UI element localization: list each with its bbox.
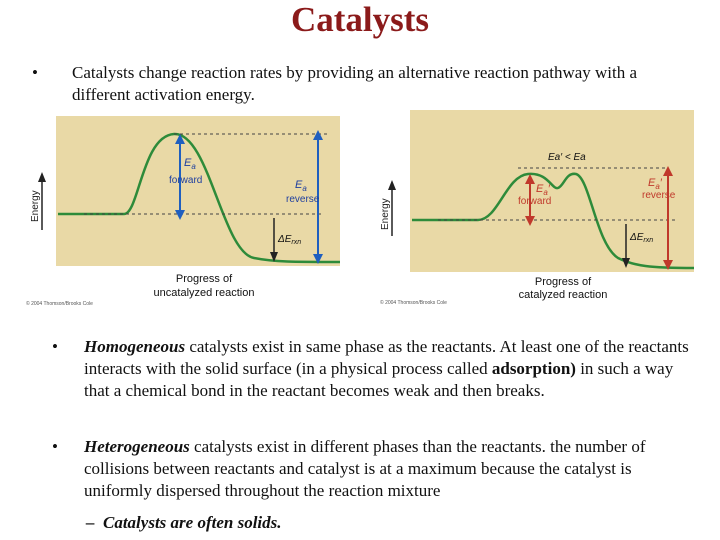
reverse-ea-arrowtail-icon — [663, 260, 673, 270]
sub-bullet-text: Catalysts are often solids. — [103, 513, 282, 532]
delta-e-label: ΔErxn — [629, 232, 653, 244]
diagram-background — [56, 116, 340, 266]
bullet-text-rest: catalysts exist in different phases than… — [84, 437, 646, 500]
caption-line-1: Progress of — [535, 276, 592, 288]
forward-label: forward — [169, 175, 202, 186]
term-heterogeneous: Heterogeneous — [84, 437, 190, 456]
diagram-background — [410, 110, 694, 272]
reverse-label: reverse — [642, 190, 676, 201]
ea-compare-label: Ea′ < Ea — [548, 152, 586, 163]
energy-axis-label: Energy — [30, 190, 41, 222]
energy-axis-arrowhead-icon — [38, 172, 46, 182]
bullet-marker: • — [32, 63, 38, 82]
reverse-ea-arrowhead-icon — [663, 166, 673, 176]
forward-label: forward — [518, 196, 551, 207]
copyright-notice: © 2004 Thomson/Brooks Cole — [26, 300, 93, 307]
catalyzed-diagram-svg: Energy Ea′ < Ea Ea′ forward Ea′ reverse … — [380, 110, 695, 306]
delta-e-arrowhead-icon — [270, 252, 278, 262]
reverse-ea-label: Ea′ — [648, 177, 663, 191]
bullet-text: Homogeneous catalysts exist in same phas… — [84, 336, 696, 402]
term-adsorption: adsorption) — [491, 359, 576, 378]
caption-line-2: uncatalyzed reaction — [154, 287, 255, 299]
forward-ea-label: Ea — [184, 157, 196, 171]
sub-bullet-solids: – Catalysts are often solids. — [86, 512, 282, 534]
delta-e-arrowhead-icon — [622, 258, 630, 268]
bullet-text: Catalysts change reaction rates by provi… — [72, 63, 638, 104]
uncatalyzed-diagram-svg: Energy Ea forward Ea reverse ΔErxn Progr… — [26, 116, 341, 307]
reverse-label: reverse — [286, 194, 320, 205]
caption-line-2: catalyzed reaction — [519, 289, 608, 301]
delta-e-label: ΔErxn — [277, 234, 301, 246]
bullet-marker: • — [52, 437, 58, 456]
reaction-curve — [58, 132, 341, 264]
bullet-text-part-b: in such a way that a chemical bond in th… — [84, 359, 674, 400]
energy-axis-label: Energy — [380, 198, 391, 230]
forward-ea-arrowtail-icon — [525, 216, 535, 226]
term-homogeneous: Homogeneous — [84, 337, 186, 356]
caption-line-1: Progress of — [176, 273, 233, 285]
uncatalyzed-energy-diagram: Energy Ea forward Ea reverse ΔErxn Progr… — [24, 112, 342, 308]
catalyzed-energy-diagram: Energy Ea′ < Ea Ea′ forward Ea′ reverse … — [378, 108, 696, 308]
reverse-ea-arrowtail-icon — [313, 254, 323, 264]
page-title: Catalysts — [290, 0, 430, 39]
forward-ea-arrowhead-icon — [525, 174, 535, 184]
forward-ea-arrowtail-icon — [175, 210, 185, 220]
bullet-text: Heterogeneous catalysts exist in differe… — [84, 436, 696, 502]
energy-axis-arrowhead-icon — [388, 180, 396, 190]
bullet-text-part-a: catalysts exist in same phase as the rea… — [84, 337, 689, 378]
copyright-notice: © 2004 Thomson/Brooks Cole — [380, 299, 447, 306]
forward-ea-label: Ea′ — [536, 183, 551, 197]
forward-ea-arrowhead-icon — [175, 134, 185, 144]
reverse-ea-arrowhead-icon — [313, 130, 323, 140]
bullet-marker: • — [52, 337, 58, 356]
reaction-curve — [412, 172, 695, 270]
sub-bullet-marker: – — [86, 513, 95, 532]
reverse-ea-label: Ea — [295, 179, 307, 193]
